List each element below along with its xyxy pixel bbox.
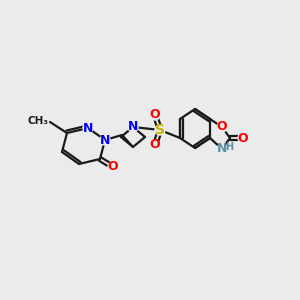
Text: CH₃: CH₃ [28, 116, 49, 126]
Circle shape [108, 162, 118, 172]
Text: N: N [100, 134, 110, 146]
Circle shape [217, 144, 227, 154]
Text: N: N [217, 142, 227, 155]
Circle shape [128, 122, 138, 132]
Circle shape [155, 125, 165, 135]
Circle shape [238, 133, 248, 143]
Circle shape [217, 122, 227, 132]
Text: O: O [217, 121, 227, 134]
Circle shape [150, 140, 160, 150]
Text: H: H [225, 142, 233, 152]
Text: N: N [83, 122, 93, 134]
Circle shape [150, 110, 160, 120]
Text: O: O [108, 160, 118, 173]
Text: O: O [150, 109, 160, 122]
Text: N: N [128, 121, 138, 134]
Text: O: O [150, 139, 160, 152]
Text: O: O [238, 131, 248, 145]
Text: S: S [155, 123, 165, 137]
Circle shape [100, 135, 110, 145]
Circle shape [83, 123, 93, 133]
